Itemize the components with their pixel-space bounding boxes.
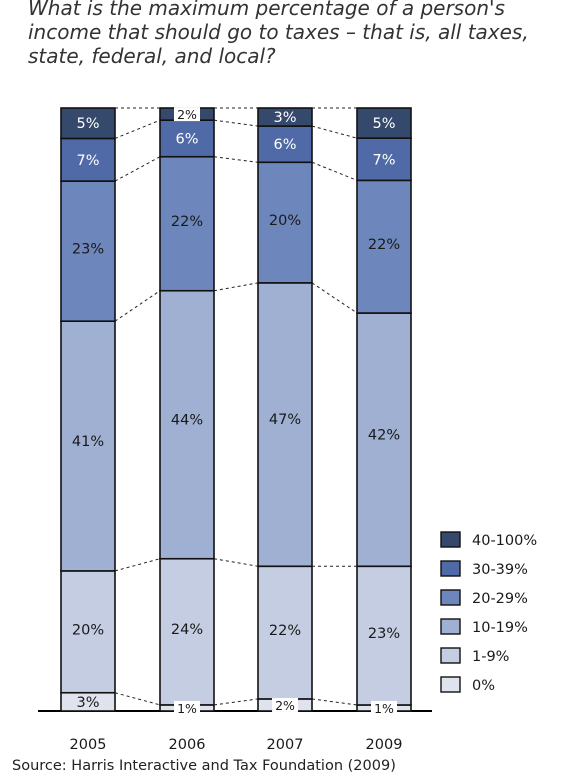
data-label: 1% [177,701,197,716]
data-label: 47% [269,412,301,428]
bar-segment-2007-1-9pct [257,565,313,700]
small-label-backing [272,697,298,712]
data-label: 1% [374,701,394,716]
data-label: 42% [368,428,400,444]
data-label: 44% [171,412,203,428]
bar-segment-2009-10-19pct [356,312,412,568]
legend-swatch-20-29pct [440,589,461,606]
data-label: 2% [177,107,197,122]
bar-segment-2005-1-9pct [60,570,116,694]
legend-label-20-29pct: 20-29% [472,591,528,607]
category-label-2009: 2009 [366,737,403,753]
bar-segment-2006-10-19pct [159,289,215,560]
legend-label-10-19pct: 10-19% [472,620,528,636]
data-label: 23% [72,241,104,257]
connector-line [114,692,161,706]
data-label: 24% [171,622,203,638]
data-label: 20% [269,213,301,229]
bar-segment-2005-10-19pct [60,320,116,572]
connector-line [311,125,358,139]
legend-swatch-10-19pct [440,618,461,635]
data-label: 6% [175,131,198,147]
source-note: Source: Harris Interactive and Tax Found… [12,758,396,774]
bar-segment-2005-40-100pct [60,107,116,140]
data-label: 22% [171,214,203,230]
connector-line [311,161,358,181]
bar-segment-2009-40-100pct [356,107,412,139]
data-label: 5% [372,116,395,132]
category-label-2005: 2005 [70,737,107,753]
small-label-backing [174,700,200,715]
connector-line [213,698,259,706]
connector-line [311,282,358,314]
data-label: 22% [368,237,400,253]
connector-line [114,290,161,322]
small-label-backing [371,700,397,715]
data-label: 41% [72,434,104,450]
data-label: 3% [273,110,296,126]
bar-segment-2007-30-39pct [257,125,313,164]
data-label: 3% [76,695,99,711]
connector-line [213,119,259,127]
legend-swatch-40-100pct [440,531,461,548]
data-label: 2% [275,698,295,713]
legend-swatch-0pct [440,676,461,693]
legend-label-0pct: 0% [472,678,495,694]
chart-title: What is the maximum percentage of a pers… [28,0,529,68]
bar-segment-2007-40-100pct [257,107,313,127]
legend-swatch-30-39pct [440,560,461,577]
legend-label-1-9pct: 1-9% [472,649,509,665]
connector-line [213,558,259,567]
bar-segment-2006-20-29pct [159,155,215,292]
stacked-bar-chart: 3% 20% 41% 23% 7% 5% 1% 24% 44% 22% 6% 2% 2% 22% 47% 20… [38,107,537,753]
data-label: 6% [273,137,296,153]
bar-segment-2007-10-19pct [257,282,313,568]
data-label: 7% [76,153,99,169]
bar-segment-2009-30-39pct [356,137,412,182]
connector-line [114,156,161,182]
connector-line [213,156,259,163]
data-label: 22% [269,623,301,639]
data-label: 20% [72,622,104,638]
data-label: 5% [76,116,99,132]
bar-segment-2009-20-29pct [356,179,412,314]
bar-segment-2005-30-39pct [60,137,116,182]
legend-swatch-1-9pct [440,647,461,664]
connector-line [114,558,161,572]
category-label-2007: 2007 [267,737,304,753]
data-label: 7% [372,152,395,168]
bar-segment-2007-20-29pct [257,161,313,284]
bar-segment-2005-20-29pct [60,180,116,322]
connector-line [311,698,358,706]
connector-line [213,282,259,292]
data-label: 23% [368,626,400,642]
bar-segment-2006-30-39pct [159,119,215,158]
legend-label-40-100pct: 40-100% [472,533,537,549]
small-label-backing [174,107,200,122]
connector-line [114,119,161,139]
legend-label-30-39pct: 30-39% [472,562,528,578]
category-label-2006: 2006 [169,737,206,753]
